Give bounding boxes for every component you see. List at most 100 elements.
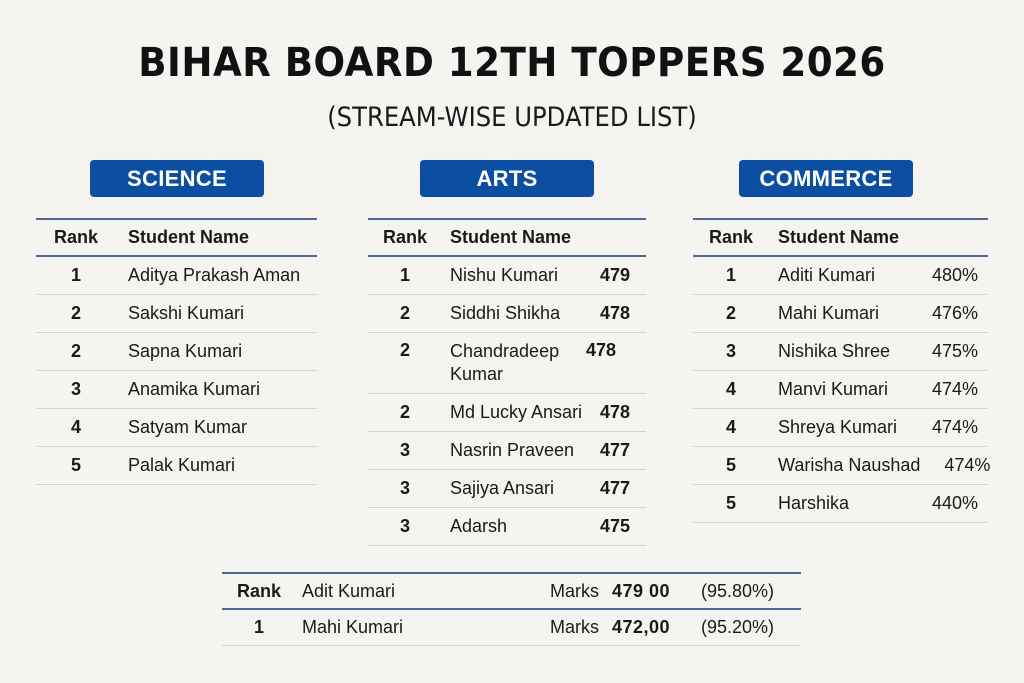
name-cell: Harshika [778, 493, 850, 513]
name-header: Student Name [128, 227, 250, 247]
table-row: 2 Mahi Kumari 476% [693, 295, 988, 333]
name-cell: Sajiya Ansari [450, 478, 555, 498]
name-cell: Aditya Prakash Aman [128, 265, 301, 285]
name-cell: Anamika Kumari [128, 379, 261, 399]
rank-cell: 1 [725, 265, 736, 285]
table-row: 3 Adarsh 475 [368, 508, 646, 546]
table-row: 1 Aditya Prakash Aman [36, 257, 317, 295]
arts-table: Rank Student Name 1 Nishu Kumari 479 2 S… [368, 218, 646, 546]
table-row: 3 Nishika Shree 475% [693, 333, 988, 371]
table-row: 1 Aditi Kumari 480% [693, 257, 988, 295]
rank-cell: 5 [70, 455, 81, 475]
name-cell: Mahi Kumari [302, 617, 404, 637]
name-cell: Nishu Kumari [450, 265, 559, 285]
name-header: Student Name [778, 227, 900, 247]
marks-cell: 440% [931, 493, 978, 513]
table-row: 3 Anamika Kumari [36, 371, 317, 409]
table-row: 4 Shreya Kumari 474% [693, 409, 988, 447]
marks-cell: 474% [931, 379, 978, 399]
marks-value: 479 00 [612, 580, 671, 601]
marks-cell: 478 [599, 402, 630, 422]
marks-cell: 474% [931, 417, 978, 437]
rank-cell: 3 [399, 440, 410, 460]
commerce-badge: COMMERCE [739, 160, 913, 197]
name-cell: Sapna Kumari [128, 341, 243, 361]
table-header: Rank Student Name [36, 220, 317, 257]
table-row: 3 Nasrin Praveen 477 [368, 432, 646, 470]
table-row: 5 Harshika 440% [693, 485, 988, 523]
table-row: 1 Nishu Kumari 479 [368, 257, 646, 295]
page-title: BIHAR BOARD 12TH TOPPERS 2026 [138, 40, 886, 86]
marks-value: 472,00 [612, 617, 671, 637]
rank-cell: 3 [399, 478, 410, 498]
arts-badge: ARTS [420, 160, 594, 197]
rank-cell: 2 [725, 303, 736, 323]
marks-cell: 477 [599, 440, 630, 460]
rank-header: Rank [382, 227, 427, 247]
name-cell: Siddhi Shikha [450, 303, 561, 323]
rank-cell: 1 [399, 265, 410, 285]
marks-cell: 479 [599, 265, 630, 285]
name-cell: Adarsh [450, 516, 508, 536]
table-header: Rank Student Name [693, 220, 988, 257]
table-row: 3 Sajiya Ansari 477 [368, 470, 646, 508]
commerce-table: Rank Student Name 1 Aditi Kumari 480% 2 … [693, 218, 990, 523]
science-table: Rank Student Name 1 Aditya Prakash Aman … [36, 218, 317, 485]
marks-label: Marks [550, 617, 599, 637]
rank-cell: 2 [70, 341, 81, 361]
marks-cell: 480% [931, 265, 978, 285]
table-row: 5 Palak Kumari [36, 447, 317, 485]
page-subtitle: (STREAM-WISE UPDATED LIST) [327, 102, 697, 133]
table-header: Rank Student Name [368, 220, 646, 257]
name-cell: Sakshi Kumari [128, 303, 245, 323]
rank-cell: 4 [70, 417, 81, 437]
marks-cell: 475% [931, 341, 978, 361]
marks-cell: 477 [599, 478, 630, 498]
rank-cell: 4 [725, 379, 736, 399]
marks-cell: 476% [931, 303, 978, 323]
name-cell: Aditi Kumari [778, 265, 876, 285]
rank-cell: 2 [70, 303, 81, 323]
summary-table: Rank Adit Kumari Marks 479 00 (95.80%) 1… [222, 572, 801, 646]
marks-cell: 475 [599, 516, 630, 536]
rank-cell: 2 [399, 340, 410, 360]
rank-cell: 5 [725, 493, 736, 513]
name-cell: Satyam Kumar [128, 417, 248, 437]
table-row: 2 Chandradeep Kumar 478 [368, 333, 646, 394]
table-row: 4 Manvi Kumari 474% [693, 371, 988, 409]
name-header: Student Name [450, 227, 572, 247]
name-cell: Chandradeep Kumar [450, 341, 560, 384]
rank-header: Rank [53, 227, 98, 247]
marks-label: Marks [550, 580, 599, 601]
marks-percent: (95.20%) [701, 617, 775, 637]
marks-cell: 478 [599, 303, 630, 323]
rank-cell: 2 [399, 303, 410, 323]
rank-cell: Rank [236, 580, 281, 601]
rank-cell: 4 [725, 417, 736, 437]
table-row: 2 Md Lucky Ansari 478 [368, 394, 646, 432]
name-cell: Palak Kumari [128, 455, 236, 475]
rank-cell: 3 [70, 379, 81, 399]
name-cell: Manvi Kumari [778, 379, 889, 399]
name-cell: Shreya Kumari [778, 417, 898, 437]
name-cell: Md Lucky Ansari [450, 402, 583, 422]
science-badge: SCIENCE [90, 160, 264, 197]
rank-cell: 1 [70, 265, 81, 285]
rank-cell: 1 [253, 617, 264, 637]
name-cell: Nishika Shree [778, 341, 891, 361]
name-cell: Warisha Naushad [778, 455, 921, 475]
table-row: 2 Siddhi Shikha 478 [368, 295, 646, 333]
table-row: 2 Sapna Kumari [36, 333, 317, 371]
summary-row: Rank Adit Kumari Marks 479 00 (95.80%) [222, 574, 801, 610]
marks-cell: 478 [585, 340, 616, 360]
rank-cell: 2 [399, 402, 410, 422]
rank-cell: 3 [399, 516, 410, 536]
marks-cell: 474% [944, 455, 991, 475]
rank-cell: 5 [725, 455, 736, 475]
name-cell: Mahi Kumari [778, 303, 880, 323]
table-row: 4 Satyam Kumar [36, 409, 317, 447]
table-row: 2 Sakshi Kumari [36, 295, 317, 333]
rank-header: Rank [708, 227, 753, 247]
rank-cell: 3 [725, 341, 736, 361]
marks-percent: (95.80%) [701, 580, 775, 601]
